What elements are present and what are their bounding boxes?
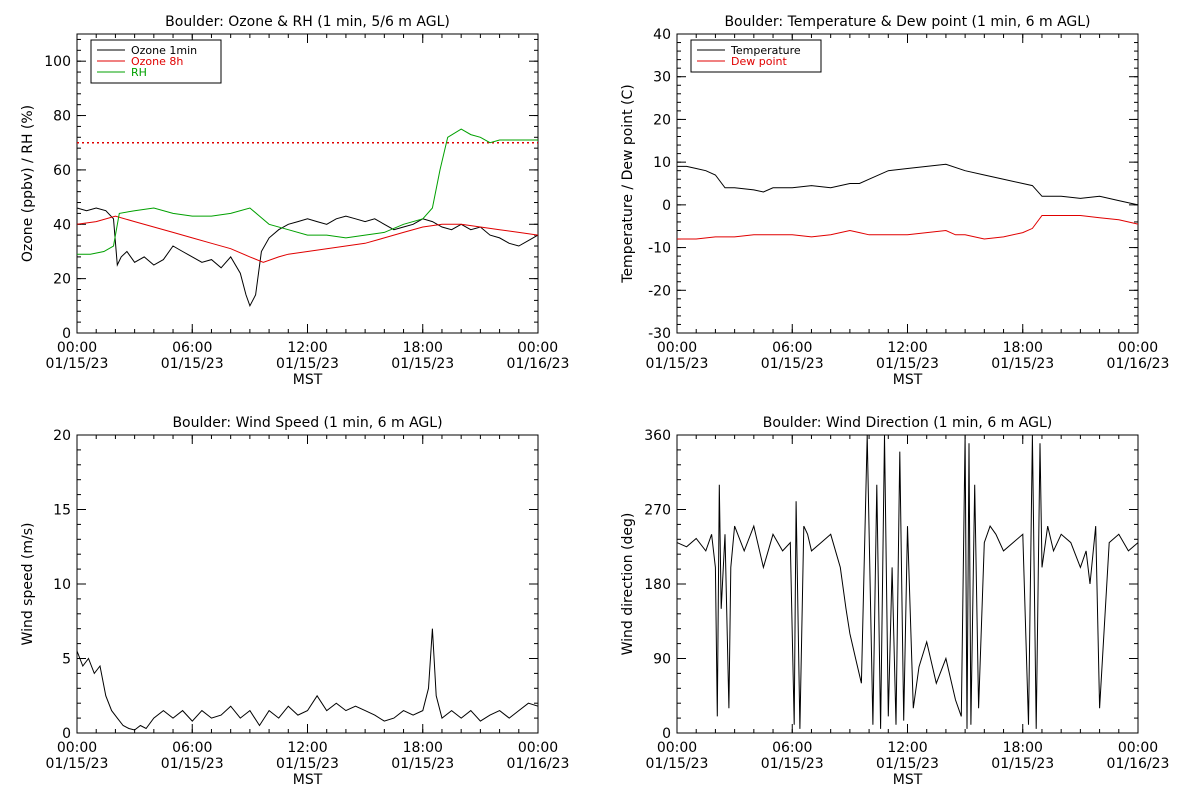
- y-tick-label: 80: [53, 109, 71, 125]
- x-tick-date-label: 01/15/23: [391, 756, 454, 772]
- y-tick-label: 10: [653, 155, 671, 171]
- y-tick-label: 5: [62, 652, 71, 668]
- x-tick-time-label: 18:00: [1003, 340, 1043, 356]
- plot-frame: [76, 434, 539, 734]
- y-tick-label: 0: [662, 198, 671, 214]
- legend-label: Ozone 8h: [131, 55, 183, 68]
- x-tick-date-label: 01/15/23: [991, 756, 1054, 772]
- x-tick-time-label: 06:00: [772, 340, 812, 356]
- y-tick-label: 60: [53, 163, 71, 179]
- y-axis-label: Wind speed (m/s): [20, 523, 36, 646]
- y-axis-label: Wind direction (deg): [620, 513, 636, 656]
- y-tick-label: 100: [44, 54, 71, 70]
- y-tick-label: 20: [53, 428, 71, 444]
- x-tick-time-label: 12:00: [287, 340, 327, 356]
- x-tick-date-label: 01/15/23: [46, 356, 109, 372]
- x-tick-time-label: 18:00: [403, 340, 443, 356]
- x-tick-time-label: 12:00: [887, 340, 927, 356]
- chart-panel-4: Boulder: Wind Direction (1 min, 6 m AGL)…: [620, 415, 1169, 788]
- legend-label: Temperature: [730, 44, 801, 57]
- x-tick-date-label: 01/15/23: [161, 756, 224, 772]
- y-tick-label: 40: [53, 217, 71, 233]
- series-line-2: [677, 215, 1139, 240]
- x-tick-time-label: 18:00: [403, 740, 443, 756]
- x-tick-time-label: 12:00: [287, 740, 327, 756]
- y-tick-label: 360: [644, 428, 671, 444]
- x-tick-date-label: 01/15/23: [646, 756, 709, 772]
- x-tick-date-label: 01/15/23: [991, 356, 1054, 372]
- x-tick-date-label: 01/15/23: [876, 756, 939, 772]
- x-tick-date-label: 01/15/23: [761, 356, 824, 372]
- x-tick-time-label: 06:00: [172, 340, 212, 356]
- y-tick-label: 0: [662, 726, 671, 742]
- legend-label: RH: [131, 66, 147, 79]
- x-tick-date-label: 01/15/23: [276, 756, 339, 772]
- y-tick-label: 20: [653, 112, 671, 128]
- y-tick-label: -10: [648, 241, 671, 257]
- y-axis-label: Temperature / Dew point (C): [620, 84, 636, 283]
- x-tick-time-label: 00:00: [1118, 340, 1158, 356]
- x-tick-time-label: 00:00: [1118, 740, 1158, 756]
- x-tick-date-label: 01/15/23: [646, 356, 709, 372]
- y-tick-label: 40: [653, 27, 671, 43]
- y-tick-label: 0: [62, 726, 71, 742]
- x-tick-date-label: 01/15/23: [46, 756, 109, 772]
- x-tick-date-label: 01/16/23: [507, 356, 570, 372]
- legend-label: Dew point: [731, 55, 787, 68]
- x-tick-date-label: 01/15/23: [761, 756, 824, 772]
- x-tick-time-label: 00:00: [657, 740, 697, 756]
- y-axis-label: Ozone (ppbv) / RH (%): [20, 105, 36, 262]
- chart-panel-2: Boulder: Temperature & Dew point (1 min,…: [620, 14, 1169, 388]
- x-tick-time-label: 12:00: [887, 740, 927, 756]
- x-axis-label: MST: [893, 372, 923, 388]
- y-tick-label: 15: [53, 503, 71, 519]
- x-tick-date-label: 01/15/23: [161, 356, 224, 372]
- x-axis-label: MST: [893, 772, 923, 788]
- series-line-1: [76, 207, 539, 308]
- x-tick-date-label: 01/16/23: [1107, 356, 1170, 372]
- series-line-1: [677, 163, 1139, 206]
- plot-frame: [676, 33, 1139, 334]
- x-tick-date-label: 01/15/23: [876, 356, 939, 372]
- x-tick-time-label: 00:00: [57, 740, 97, 756]
- chart-panel-1: Boulder: Ozone & RH (1 min, 5/6 m AGL) 0 2…: [20, 14, 569, 388]
- x-tick-time-label: 18:00: [1003, 740, 1043, 756]
- x-tick-time-label: 06:00: [172, 740, 212, 756]
- x-tick-date-label: 01/16/23: [1107, 756, 1170, 772]
- x-tick-time-label: 00:00: [657, 340, 697, 356]
- x-tick-date-label: 01/16/23: [507, 756, 570, 772]
- y-tick-label: 10: [53, 577, 71, 593]
- series-line-1: [676, 434, 1139, 729]
- plot-frame: [676, 434, 1139, 734]
- chart-title: Boulder: Ozone & RH (1 min, 5/6 m AGL): [165, 14, 450, 30]
- y-tick-label: -20: [648, 283, 671, 299]
- x-tick-time-label: 00:00: [57, 340, 97, 356]
- x-tick-time-label: 00:00: [518, 740, 558, 756]
- x-tick-date-label: 01/15/23: [391, 356, 454, 372]
- series-line-1: [76, 628, 539, 731]
- series-line-3: [77, 128, 538, 255]
- legend-label: Ozone 1min: [131, 44, 197, 57]
- chart-panel-3: Boulder: Wind Speed (1 min, 6 m AGL) 0 5 10…: [20, 415, 569, 788]
- chart-title: Boulder: Wind Speed (1 min, 6 m AGL): [172, 415, 442, 431]
- chart-title: Boulder: Temperature & Dew point (1 min,…: [724, 14, 1090, 30]
- legend-box: [690, 39, 822, 73]
- y-tick-label: 90: [653, 652, 671, 668]
- y-tick-label: 180: [644, 577, 671, 593]
- x-tick-date-label: 01/15/23: [276, 356, 339, 372]
- x-axis-label: MST: [293, 372, 323, 388]
- x-tick-time-label: 06:00: [772, 740, 812, 756]
- series-line-2: [76, 215, 539, 263]
- y-tick-label: 30: [653, 70, 671, 86]
- x-tick-time-label: 00:00: [518, 340, 558, 356]
- y-tick-label: 270: [644, 503, 671, 519]
- y-tick-label: 20: [53, 272, 71, 288]
- y-tick-label: -30: [648, 326, 671, 342]
- y-tick-label: 0: [62, 326, 71, 342]
- chart-title: Boulder: Wind Direction (1 min, 6 m AGL): [763, 415, 1052, 431]
- x-axis-label: MST: [293, 772, 323, 788]
